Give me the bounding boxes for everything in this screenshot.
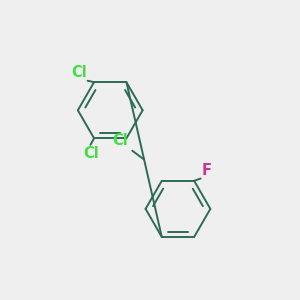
- Text: Cl: Cl: [71, 65, 87, 80]
- Text: Cl: Cl: [112, 133, 128, 148]
- Text: Cl: Cl: [83, 146, 99, 161]
- Text: F: F: [202, 163, 212, 178]
